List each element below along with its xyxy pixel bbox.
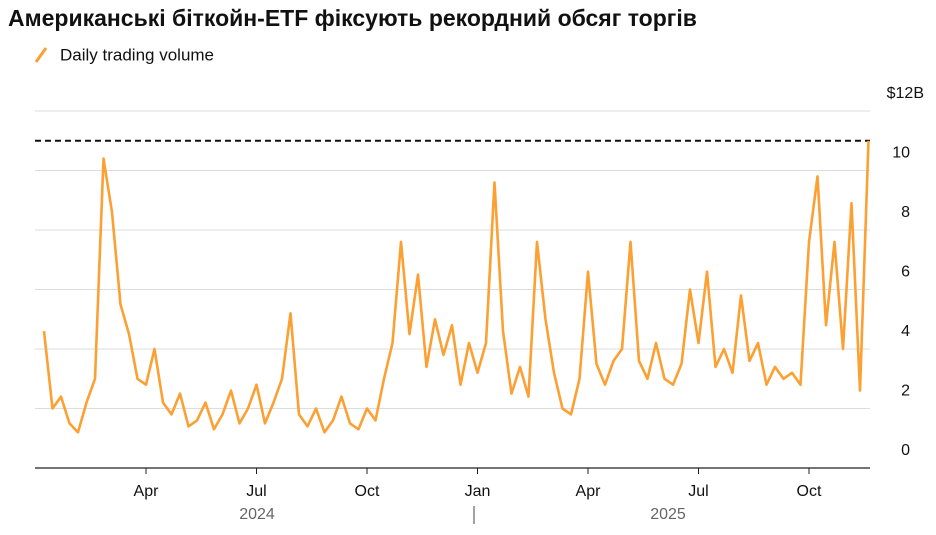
y-tick-label: 0 [901, 442, 910, 459]
data-line [42, 140, 870, 434]
y-tick-label: 8 [901, 204, 910, 221]
legend-icon [34, 47, 48, 63]
year-label: 2025 [650, 506, 686, 523]
y-tick-label: $12B [887, 85, 924, 102]
y-tick-label: 4 [901, 323, 910, 340]
x-tick-label: Oct [797, 483, 822, 500]
y-tick-label: 10 [892, 145, 910, 162]
x-tick-label: Apr [576, 483, 602, 500]
chart-title: Американські біткойн-ETF фіксують рекорд… [8, 5, 697, 31]
x-tick-label: Jul [246, 483, 266, 500]
legend-label: Daily trading volume [60, 45, 214, 64]
x-tick-label: Oct [355, 483, 380, 500]
y-tick-label: 2 [901, 383, 910, 400]
x-tick-label: Jul [688, 483, 708, 500]
x-tick-label: Jan [465, 483, 491, 500]
year-label: 2024 [239, 506, 275, 523]
y-tick-label: 6 [901, 264, 910, 281]
x-tick-label: Apr [134, 483, 160, 500]
